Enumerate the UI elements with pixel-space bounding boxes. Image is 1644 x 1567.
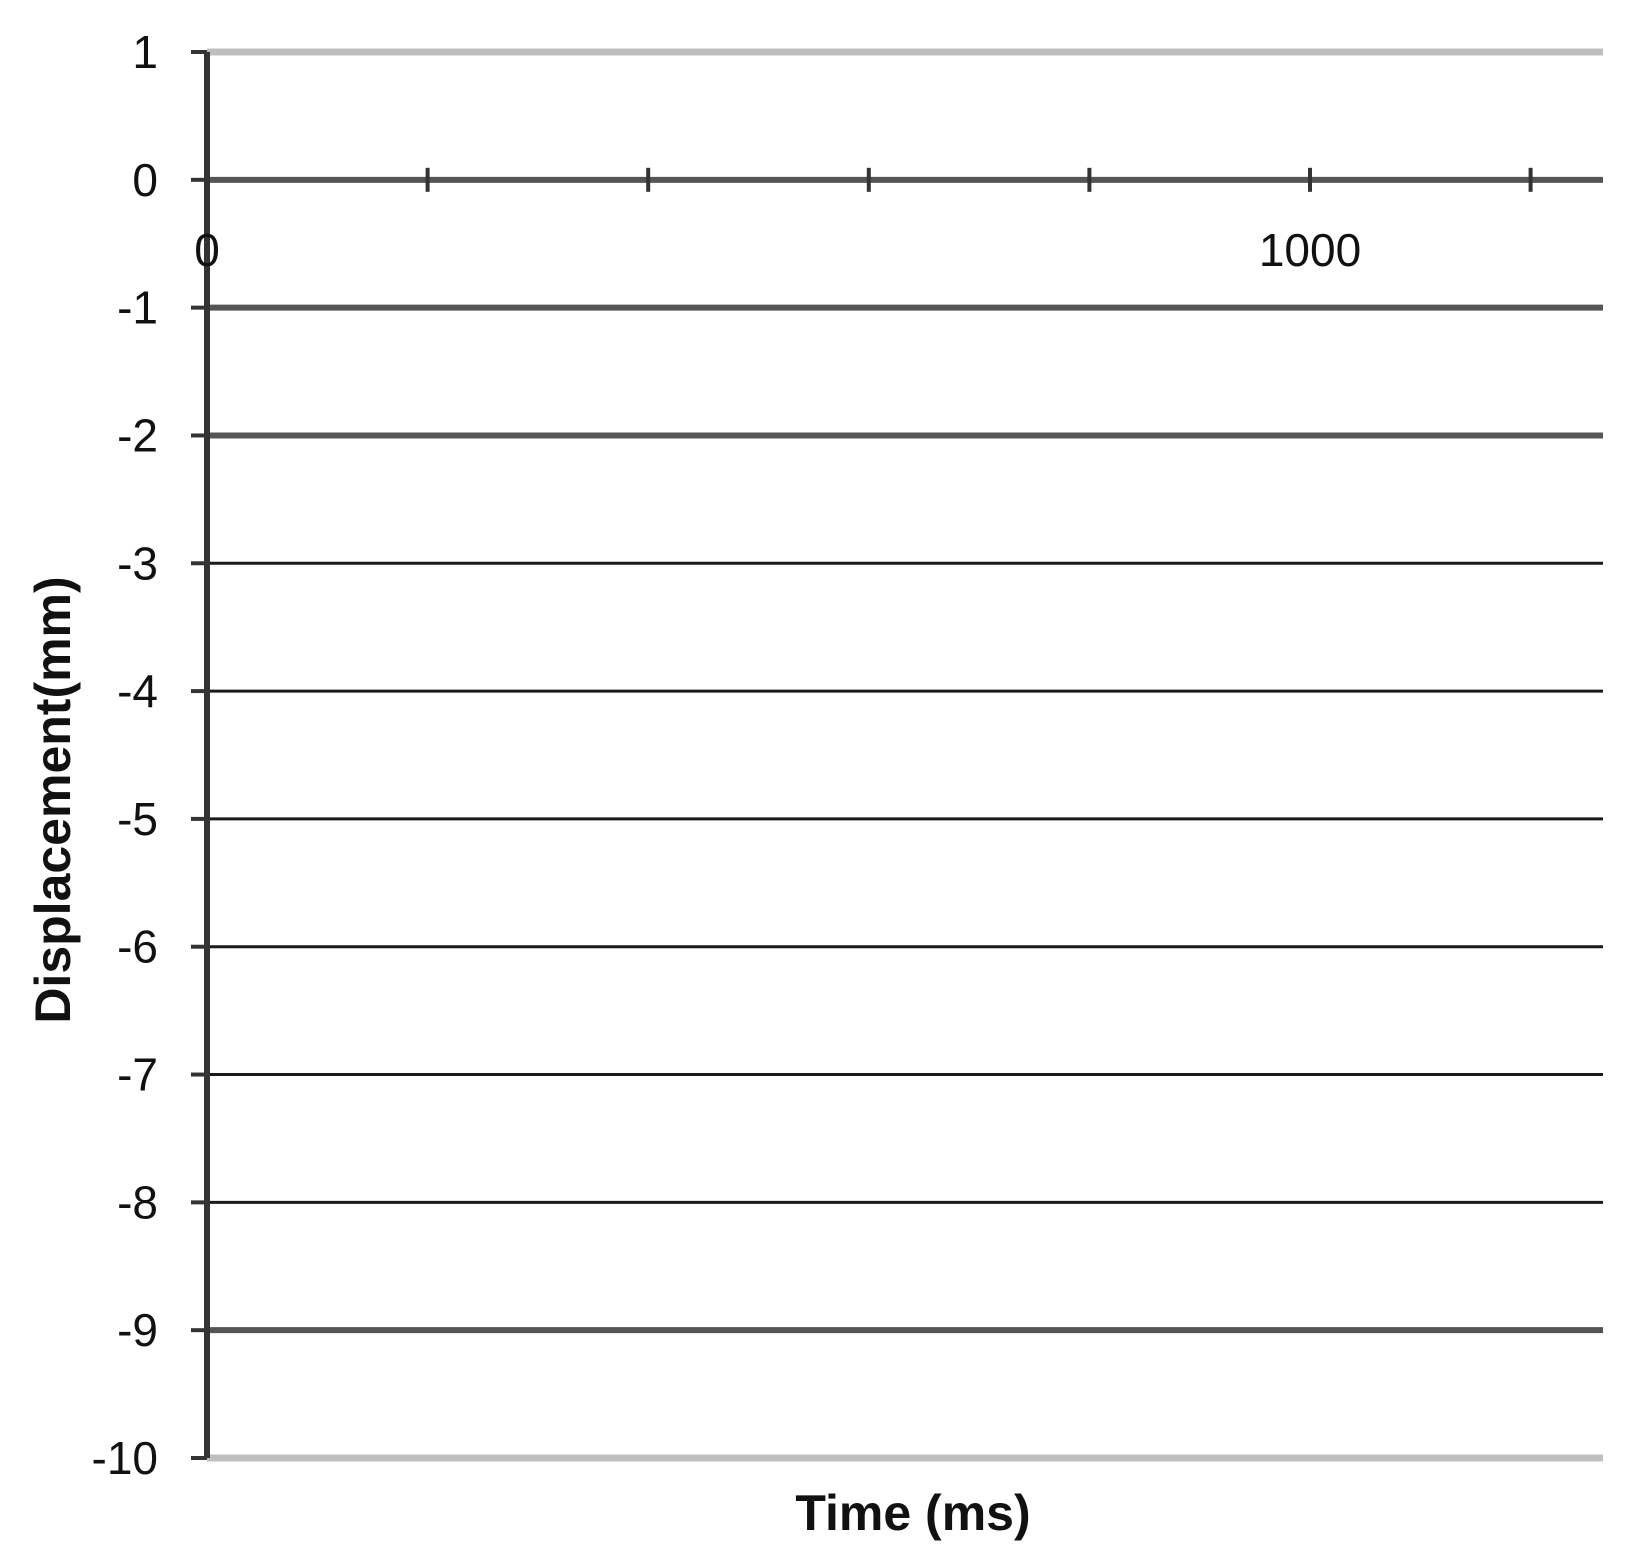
y-tick-label-0: 1	[132, 26, 158, 78]
y-tick-label-3: -2	[117, 409, 158, 461]
axes	[191, 50, 1533, 1460]
y-tick-label-10: -9	[117, 1304, 158, 1356]
y-tick-label-1: 0	[132, 154, 158, 206]
y-tick-label-2: -1	[117, 282, 158, 334]
y-tick-label-11: -10	[92, 1432, 158, 1484]
y-axis-title: Displacement(mm)	[25, 576, 81, 1023]
x-tick-label-0: 0	[194, 224, 220, 276]
y-tick-label-7: -6	[117, 921, 158, 973]
y-tick-label-8: -7	[117, 1049, 158, 1101]
y-tick-label-5: -4	[117, 665, 158, 717]
x-tick-label-1: 1000	[1259, 224, 1361, 276]
y-tick-label-4: -3	[117, 537, 158, 589]
x-axis-title: Time (ms)	[795, 1485, 1030, 1541]
y-tick-label-9: -8	[117, 1176, 158, 1228]
y-tick-label-6: -5	[117, 793, 158, 845]
grid-lines	[207, 48, 1603, 1462]
tick-labels: 10-1-2-3-4-5-6-7-8-9-10010002000	[92, 26, 1362, 1484]
